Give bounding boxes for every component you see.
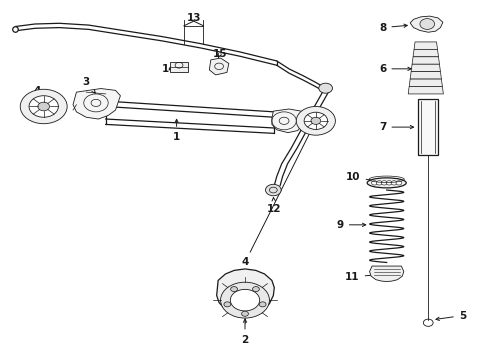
Polygon shape bbox=[411, 64, 441, 72]
Polygon shape bbox=[209, 58, 229, 75]
Text: 4: 4 bbox=[241, 124, 314, 267]
Text: 12: 12 bbox=[267, 198, 282, 214]
Polygon shape bbox=[412, 57, 440, 64]
Text: 14: 14 bbox=[162, 64, 176, 74]
Circle shape bbox=[386, 181, 392, 185]
Polygon shape bbox=[410, 72, 441, 79]
Text: 2: 2 bbox=[242, 319, 248, 345]
Bar bbox=[418, 99, 438, 155]
Text: 9: 9 bbox=[337, 220, 366, 230]
Polygon shape bbox=[369, 266, 404, 282]
Circle shape bbox=[242, 311, 248, 316]
Text: 15: 15 bbox=[212, 49, 227, 59]
Circle shape bbox=[266, 184, 281, 196]
Bar bbox=[170, 62, 188, 72]
Circle shape bbox=[391, 181, 397, 185]
Circle shape bbox=[29, 96, 58, 117]
Circle shape bbox=[38, 102, 49, 111]
Text: 4: 4 bbox=[34, 86, 43, 103]
Polygon shape bbox=[414, 42, 438, 49]
Polygon shape bbox=[73, 89, 121, 119]
Circle shape bbox=[230, 289, 260, 311]
Text: 5: 5 bbox=[436, 311, 466, 320]
Polygon shape bbox=[413, 49, 439, 57]
Text: 7: 7 bbox=[379, 122, 414, 132]
Polygon shape bbox=[272, 109, 305, 133]
Circle shape bbox=[231, 287, 238, 292]
Circle shape bbox=[381, 181, 387, 185]
Circle shape bbox=[259, 302, 266, 307]
Circle shape bbox=[20, 89, 67, 124]
Circle shape bbox=[220, 282, 270, 318]
Polygon shape bbox=[410, 16, 443, 32]
Circle shape bbox=[296, 107, 335, 135]
Text: 6: 6 bbox=[379, 64, 411, 74]
Circle shape bbox=[224, 302, 231, 307]
Circle shape bbox=[319, 83, 332, 93]
Text: 13: 13 bbox=[187, 13, 201, 23]
Polygon shape bbox=[408, 86, 443, 94]
Circle shape bbox=[371, 181, 377, 185]
Ellipse shape bbox=[367, 178, 406, 188]
Text: 3: 3 bbox=[83, 77, 95, 93]
Text: 8: 8 bbox=[379, 23, 407, 33]
Circle shape bbox=[376, 181, 382, 185]
Text: 11: 11 bbox=[345, 272, 383, 282]
Circle shape bbox=[252, 287, 259, 292]
Polygon shape bbox=[217, 269, 274, 315]
Circle shape bbox=[420, 19, 435, 30]
Polygon shape bbox=[409, 79, 442, 86]
Text: 10: 10 bbox=[346, 172, 383, 183]
Text: 1: 1 bbox=[173, 119, 180, 142]
Circle shape bbox=[311, 117, 321, 125]
Circle shape bbox=[396, 181, 402, 185]
Circle shape bbox=[304, 112, 328, 130]
